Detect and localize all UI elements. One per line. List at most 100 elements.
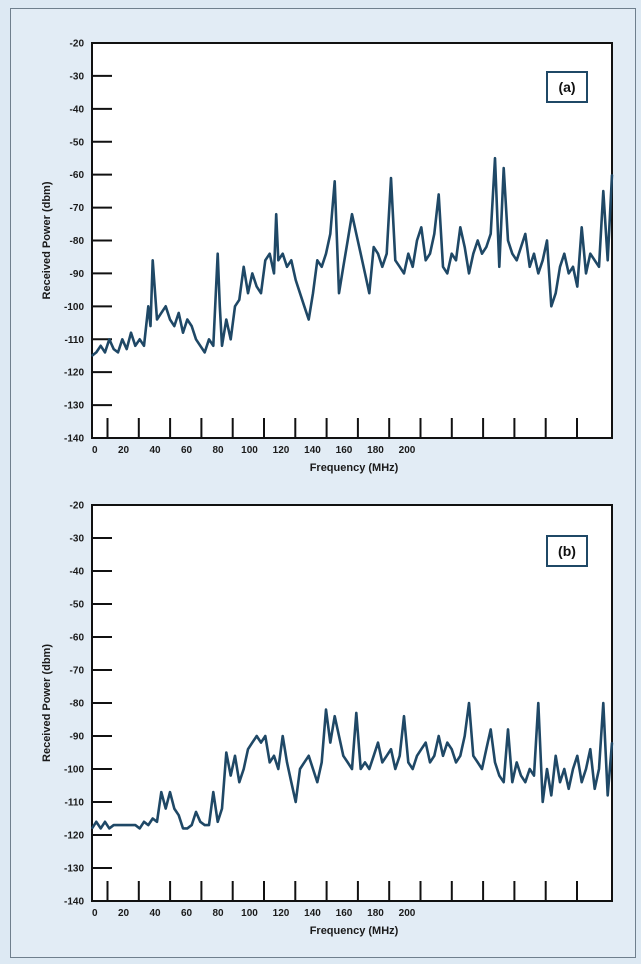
data-point — [329, 233, 332, 235]
data-point — [429, 761, 431, 764]
data-point — [385, 252, 388, 255]
data-point — [476, 239, 479, 242]
data-point — [546, 768, 548, 770]
y-tick-label: -80 — [70, 699, 85, 710]
data-point — [494, 761, 496, 764]
data-point — [589, 252, 592, 255]
data-point — [459, 755, 462, 757]
data-point — [303, 305, 306, 308]
data-point — [364, 272, 366, 275]
data-point — [455, 259, 457, 262]
data-point — [95, 351, 98, 354]
data-point — [437, 735, 440, 737]
data-point — [580, 781, 583, 783]
data-point — [251, 741, 254, 744]
y-tick-label: -70 — [70, 203, 85, 214]
data-point — [507, 239, 509, 242]
y-tick-label: -120 — [64, 368, 84, 379]
data-point — [338, 292, 340, 295]
data-point — [563, 768, 566, 770]
data-point — [411, 266, 414, 268]
data-point — [420, 226, 423, 229]
data-point — [563, 252, 566, 255]
data-point — [524, 233, 527, 235]
data-point — [351, 768, 353, 770]
data-point — [567, 788, 570, 790]
data-point — [134, 345, 137, 347]
data-point — [312, 292, 314, 295]
data-point — [489, 233, 492, 235]
data-point — [572, 266, 574, 268]
data-point — [151, 817, 154, 820]
data-point — [355, 233, 358, 235]
panel-label-box — [546, 71, 588, 103]
data-point — [190, 824, 193, 826]
data-point — [420, 748, 423, 750]
data-point — [485, 246, 488, 248]
data-point — [268, 761, 271, 764]
data-point — [112, 348, 115, 350]
data-point — [130, 824, 132, 826]
data-point — [190, 325, 193, 327]
data-point — [342, 266, 345, 268]
y-tick-label: -90 — [70, 269, 85, 280]
data-point — [264, 259, 267, 262]
data-point — [468, 272, 470, 275]
y-tick-label: -50 — [70, 600, 85, 611]
data-point — [277, 768, 280, 770]
data-point — [151, 259, 154, 262]
data-point — [498, 774, 501, 777]
data-point — [559, 781, 561, 783]
data-point — [255, 285, 258, 288]
data-point — [329, 741, 332, 744]
data-point — [472, 252, 475, 255]
data-point — [212, 345, 215, 347]
data-point — [290, 259, 293, 262]
data-point — [212, 791, 215, 793]
y-tick-label: -110 — [65, 798, 85, 809]
data-point — [225, 318, 228, 321]
data-point — [316, 259, 319, 262]
data-point — [238, 781, 241, 783]
data-point — [481, 252, 483, 255]
data-point — [169, 318, 171, 321]
data-point — [585, 272, 587, 275]
data-point — [251, 272, 254, 275]
data-point — [446, 741, 449, 744]
y-tick-label: -90 — [70, 732, 85, 743]
x-tick-label: 160 — [336, 908, 353, 919]
data-point — [307, 318, 310, 321]
data-point — [242, 266, 245, 268]
data-point — [320, 761, 323, 764]
data-point — [216, 252, 219, 255]
data-point — [208, 338, 210, 341]
data-point — [446, 272, 449, 275]
data-point — [216, 821, 219, 823]
data-point — [606, 794, 609, 797]
data-point — [407, 761, 410, 764]
y-tick-label: -100 — [64, 765, 84, 776]
data-point — [442, 755, 444, 757]
data-point — [260, 741, 262, 744]
data-point — [355, 712, 358, 714]
data-point — [533, 774, 535, 777]
data-point — [117, 824, 119, 826]
data-point — [463, 246, 466, 248]
data-point — [593, 259, 596, 262]
data-point — [186, 318, 189, 321]
y-tick-label: -50 — [70, 137, 85, 148]
data-point — [494, 157, 496, 159]
data-point — [325, 708, 327, 711]
x-tick-label: 200 — [399, 445, 416, 456]
data-point — [143, 821, 145, 823]
data-point — [528, 768, 531, 770]
y-tick-label: -140 — [64, 897, 84, 908]
data-point — [611, 173, 613, 176]
data-point — [481, 768, 483, 770]
data-point — [385, 755, 388, 757]
y-axis-title: Received Power (dbm) — [41, 181, 53, 299]
data-point — [160, 791, 163, 793]
data-point — [398, 755, 401, 757]
y-tick-label: -120 — [64, 831, 84, 842]
